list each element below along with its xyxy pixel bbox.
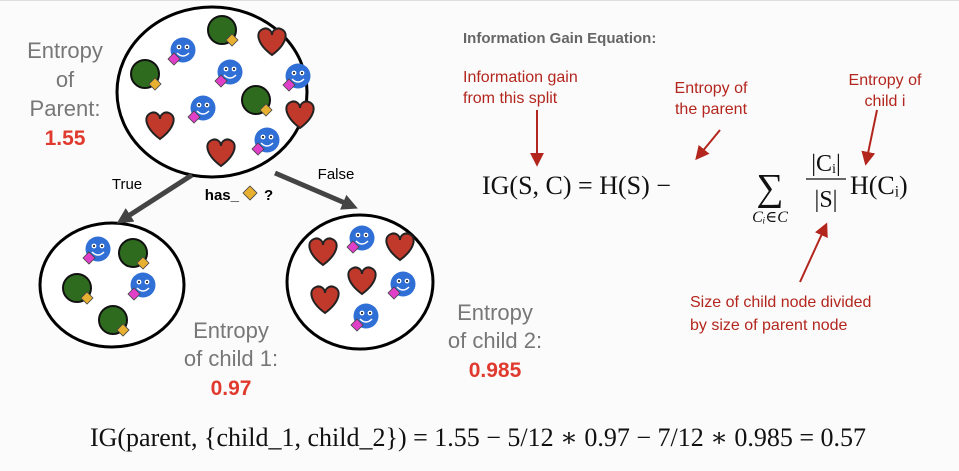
formula-numerator: |Cᵢ| bbox=[811, 151, 841, 177]
child-2-entropy: 0.985 bbox=[469, 359, 522, 382]
annotation: from this split bbox=[463, 90, 558, 107]
split-question: ? bbox=[264, 187, 273, 204]
child-1-label: of child 1: bbox=[184, 346, 278, 371]
parent-label: Parent: bbox=[30, 96, 101, 121]
annotation: Entropy of bbox=[849, 72, 922, 89]
annotation: child i bbox=[865, 93, 906, 110]
annotation: by size of parent node bbox=[690, 317, 848, 334]
worked-example: IG(parent, {child_1, child_2}) = 1.55 − … bbox=[90, 423, 866, 452]
formula-sum: ∑ bbox=[756, 167, 783, 209]
annotation: Size of child node divided bbox=[690, 294, 871, 311]
child-1-node bbox=[38, 221, 186, 349]
false-arrow bbox=[274, 170, 358, 210]
child-2-label: of child 2: bbox=[448, 328, 542, 353]
formula-lhs: IG(S, C) = H(S) − bbox=[482, 171, 671, 200]
child-2-label: Entropy bbox=[457, 300, 533, 325]
formula-rhs: H(Cᵢ) bbox=[850, 171, 908, 200]
annotation: Entropy of bbox=[675, 80, 748, 97]
child-1-entropy: 0.97 bbox=[211, 377, 252, 400]
formula-sum-index: Cᵢ∈C bbox=[752, 209, 788, 226]
formula-denominator: |S| bbox=[815, 187, 838, 213]
child-1-label: Entropy bbox=[193, 318, 269, 343]
parent-label: of bbox=[56, 67, 75, 92]
diamond-icon bbox=[242, 185, 258, 201]
true-arrow bbox=[116, 172, 194, 224]
split-question: has_ bbox=[205, 187, 240, 204]
parent-entropy: 1.55 bbox=[45, 127, 86, 150]
annotation-arrows bbox=[530, 109, 878, 283]
parent-label: Entropy bbox=[27, 38, 103, 63]
annotation: Information gain bbox=[463, 69, 578, 86]
false-label: False bbox=[318, 166, 355, 183]
true-label: True bbox=[112, 176, 142, 193]
annotation: the parent bbox=[675, 101, 748, 118]
equation-title: Information Gain Equation: bbox=[463, 30, 656, 47]
